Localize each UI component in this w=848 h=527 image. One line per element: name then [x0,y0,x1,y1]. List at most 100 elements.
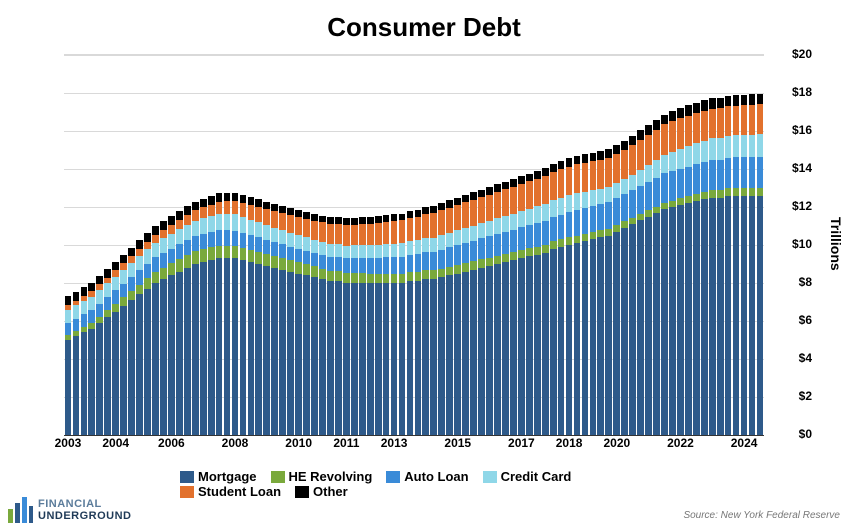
bar-segment-student_loan [327,224,334,244]
bar-segment-mortgage [725,196,732,435]
bar-segment-mortgage [152,283,159,435]
bar-segment-mortgage [311,277,318,435]
bar-segment-other [741,95,748,106]
bar [510,179,517,435]
bar-segment-student_loan [709,109,716,139]
bar-segment-student_loan [407,218,414,241]
x-tick-label: 2015 [444,436,471,450]
legend-label: Credit Card [501,469,572,484]
bar [415,210,422,435]
bar-segment-auto_loan [343,258,350,273]
bar-segment-mortgage [287,272,294,435]
bar [645,125,652,435]
bar-segment-student_loan [486,195,493,221]
bars-group [64,55,764,435]
bar-segment-other [645,125,652,135]
bar-segment-credit_card [271,228,278,242]
bar-segment-student_loan [144,242,151,250]
bar-segment-student_loan [749,105,756,135]
bar-segment-auto_loan [613,198,620,225]
y-tick-label: $20 [792,47,812,61]
bar-segment-credit_card [399,243,406,256]
bar-segment-mortgage [661,209,668,435]
bar-segment-student_loan [430,213,437,238]
bar-segment-auto_loan [287,247,294,261]
bar-segment-credit_card [494,218,501,234]
bar-segment-auto_loan [200,234,207,249]
bar-segment-student_loan [240,203,247,217]
bar-segment-he_revolving [486,258,493,266]
y-tick-label: $10 [792,237,812,251]
bar-segment-auto_loan [327,257,334,271]
bar-segment-he_revolving [248,250,255,262]
bar-segment-other [757,94,764,105]
bar-segment-other [184,206,191,215]
bar-segment-student_loan [693,113,700,143]
bar-segment-mortgage [749,196,756,435]
bar-segment-other [494,184,501,192]
bar-segment-mortgage [677,205,684,435]
bar [136,240,143,435]
bar-segment-auto_loan [438,250,445,269]
bar-segment-he_revolving [136,285,143,295]
bar-segment-student_loan [518,184,525,211]
bar-segment-credit_card [486,221,493,236]
bar-segment-auto_loan [494,234,501,256]
bar-segment-other [319,216,326,223]
bar [677,108,684,435]
bar-segment-auto_loan [73,319,80,332]
y-tick-label: $4 [799,351,812,365]
bar-segment-other [160,221,167,230]
bar-segment-other [311,214,318,221]
bar-segment-student_loan [216,202,223,214]
bar-segment-auto_loan [446,247,453,267]
x-tick-label: 2006 [158,436,185,450]
bar-segment-other [486,187,493,195]
bar-segment-he_revolving [733,188,740,195]
bar [597,151,604,435]
bar [375,216,382,435]
bar-segment-student_loan [653,130,660,160]
bar [168,216,175,435]
bar-segment-mortgage [645,217,652,436]
bar-segment-other [446,200,453,207]
bar-segment-other [144,233,151,242]
bar-segment-auto_loan [574,210,581,235]
bar-segment-other [669,111,676,121]
bar [613,145,620,435]
bar [502,182,509,435]
bar-segment-mortgage [709,198,716,436]
bar-segment-credit_card [478,223,485,238]
bar [271,204,278,435]
bar-segment-auto_loan [271,242,278,256]
bar [248,197,255,435]
bar-segment-mortgage [534,255,541,436]
bar-segment-mortgage [446,275,453,435]
bar-segment-he_revolving [200,249,207,262]
bar-segment-credit_card [534,206,541,223]
bar-segment-auto_loan [669,171,676,200]
bar-segment-he_revolving [303,264,310,275]
bar [263,202,270,435]
bar-segment-student_loan [454,205,461,231]
bar-segment-other [677,108,684,118]
bar-segment-he_revolving [271,256,278,268]
bar-segment-he_revolving [263,254,270,266]
bar-segment-credit_card [510,214,517,230]
bar-segment-mortgage [733,196,740,435]
bar-segment-credit_card [685,146,692,167]
legend-swatch [295,486,309,498]
bar-segment-auto_loan [248,235,255,250]
bar-segment-student_loan [208,205,215,217]
bar-segment-mortgage [685,203,692,435]
bar [605,149,612,435]
bar-segment-mortgage [367,283,374,435]
bar [96,276,103,435]
bar-segment-auto_loan [550,217,557,242]
bar-segment-other [335,217,342,224]
bar-segment-other [359,217,366,224]
bar-segment-credit_card [629,175,636,191]
bar-segment-credit_card [621,179,628,194]
bar-segment-auto_loan [629,190,636,218]
bar-segment-auto_loan [160,253,167,268]
